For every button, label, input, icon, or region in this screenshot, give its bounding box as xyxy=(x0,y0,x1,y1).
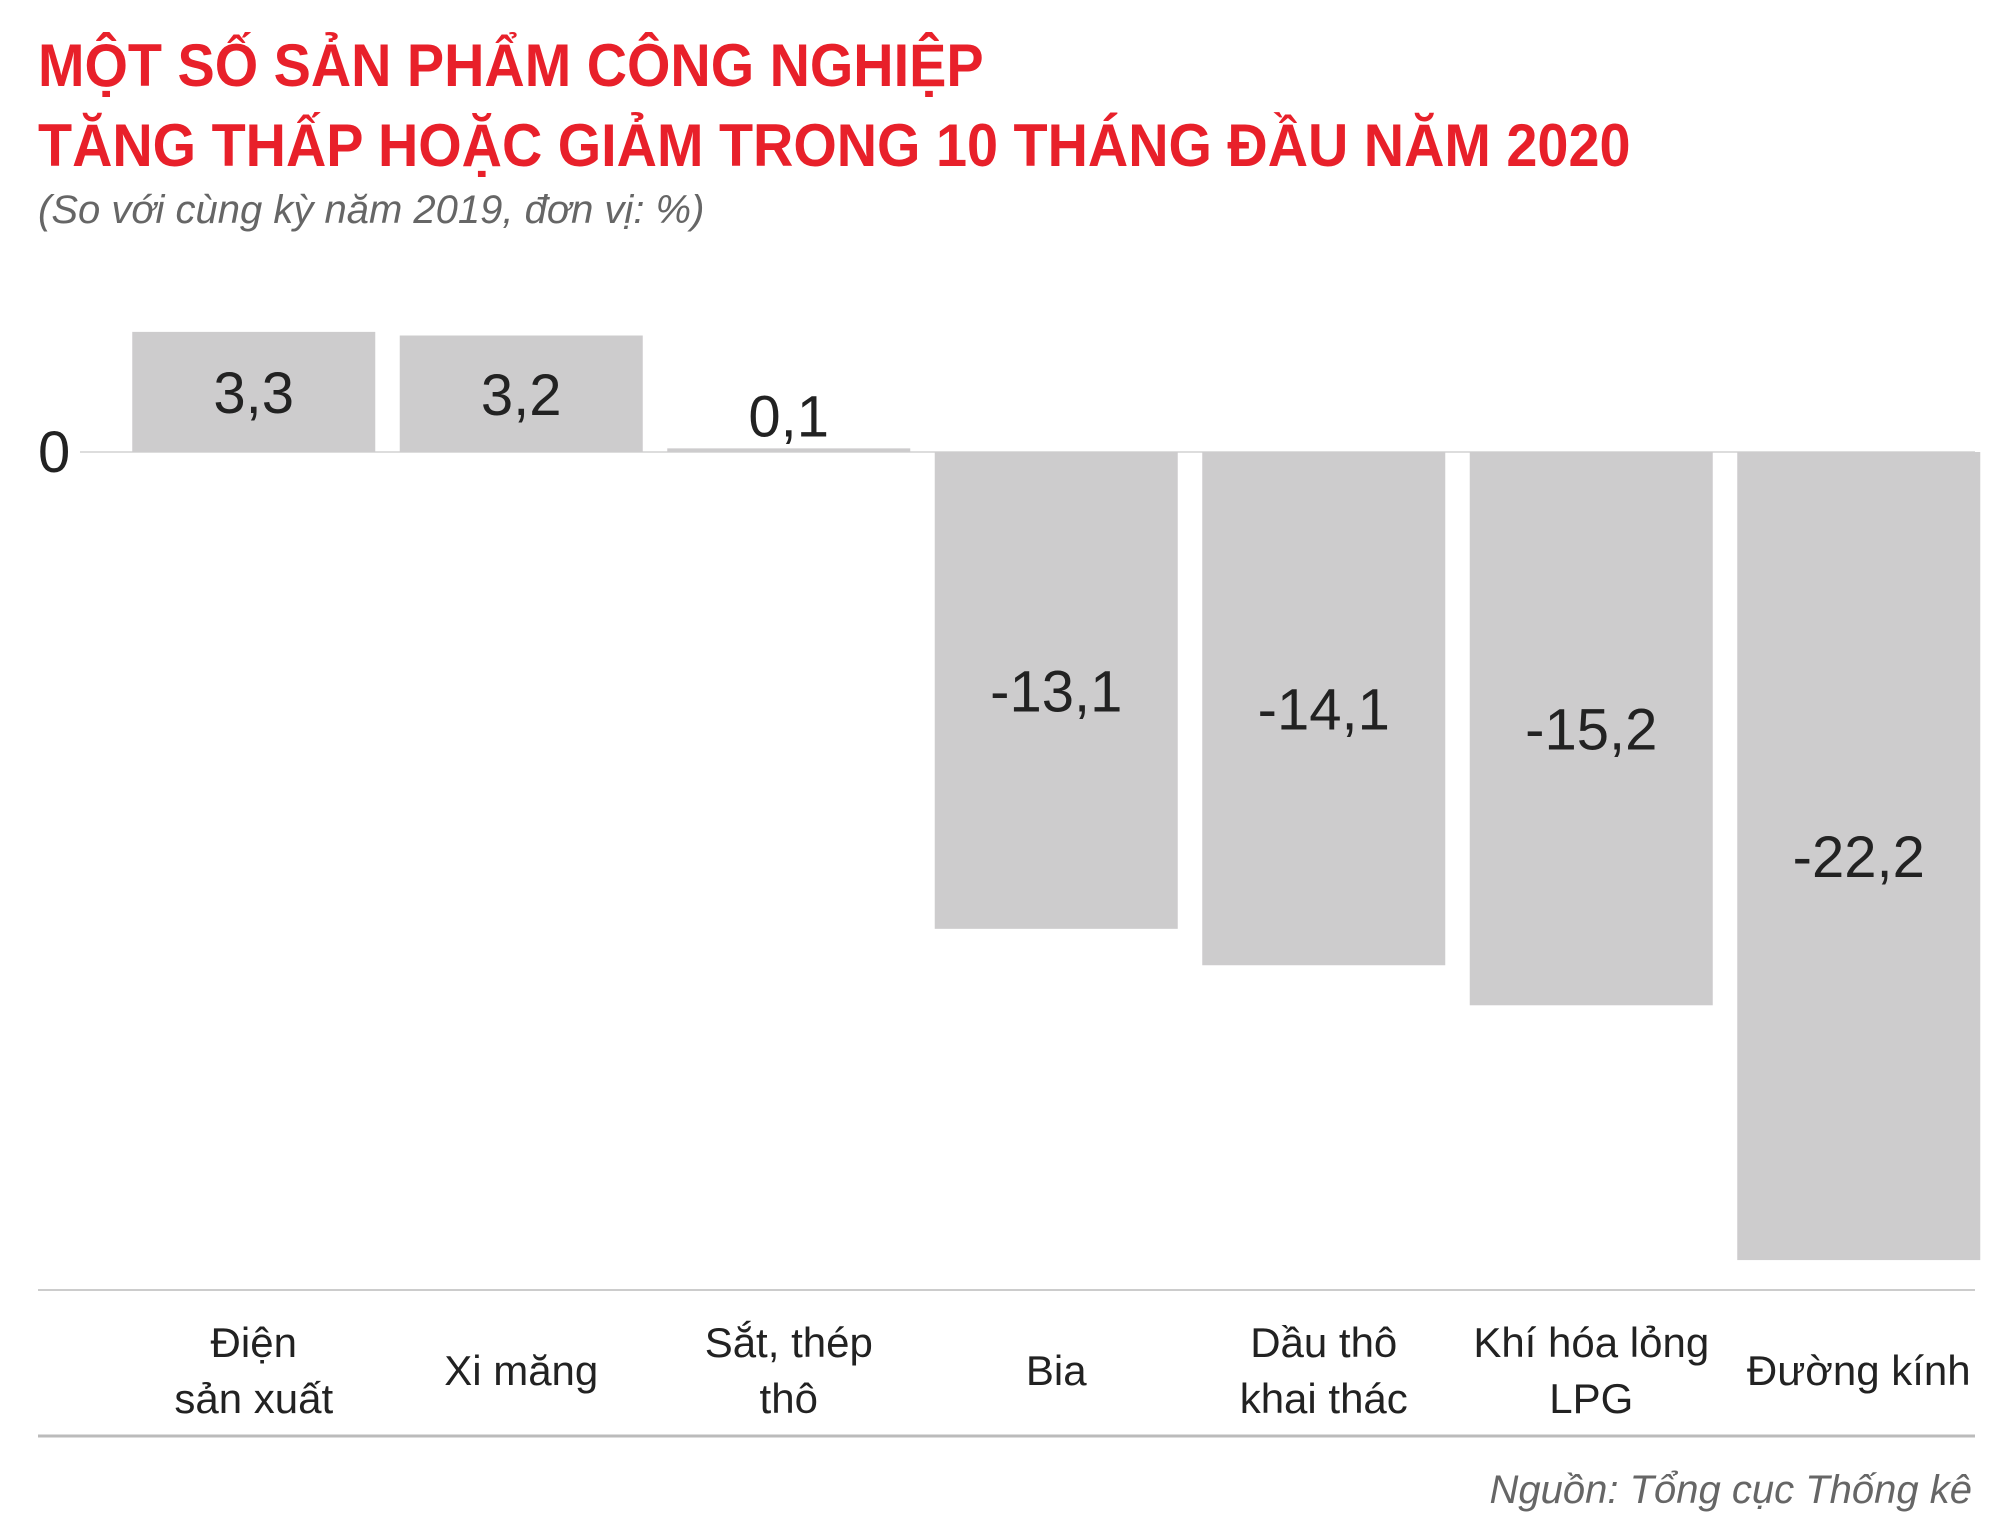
bar-value-label-5: -15,2 xyxy=(1525,698,1657,763)
category-label-2-line-0: Sắt, thép xyxy=(705,1319,873,1366)
y-axis-zero-label: 0 xyxy=(38,420,70,485)
category-label-1: Xi măng xyxy=(444,1347,598,1394)
bar-4 xyxy=(1202,452,1446,966)
chart-title-line-1: MỘT SỐ SẢN PHẨM CÔNG NGHIỆP xyxy=(38,32,984,99)
category-label-3: Bia xyxy=(1026,1347,1087,1394)
bar-value-label-6: -22,2 xyxy=(1793,825,1925,890)
bar-5 xyxy=(1469,452,1713,1006)
source-note: Nguồn: Tổng cục Thống kê xyxy=(1489,1468,1972,1512)
category-label-4-line-1: khai thác xyxy=(1240,1375,1408,1422)
chart-subtitle: (So với cùng kỳ năm 2019, đơn vị: %) xyxy=(38,188,705,232)
chart-title-line-2: TĂNG THẤP HOẶC GIẢM TRONG 10 THÁNG ĐẦU N… xyxy=(38,112,1631,179)
bar-6 xyxy=(1737,452,1981,1261)
bar-value-label-1: 3,2 xyxy=(481,363,562,428)
bar-value-label-3: -13,1 xyxy=(990,659,1122,724)
bar-value-label-0: 3,3 xyxy=(213,361,294,426)
category-label-5-line-0: Khí hóa lỏng xyxy=(1473,1319,1709,1366)
bar-2 xyxy=(667,448,911,452)
category-label-2-line-1: thô xyxy=(760,1375,818,1422)
bar-value-label-4: -14,1 xyxy=(1258,678,1390,743)
bar-1 xyxy=(399,335,643,452)
bar-0 xyxy=(132,331,376,452)
category-label-5-line-1: LPG xyxy=(1549,1375,1633,1422)
bar-3 xyxy=(934,452,1178,929)
category-label-4-line-0: Dầu thô xyxy=(1250,1319,1397,1366)
bar-value-label-2: 0,1 xyxy=(748,384,829,449)
category-label-0-line-1: sản xuất xyxy=(174,1375,333,1422)
category-label-6: Đường kính xyxy=(1747,1347,1971,1394)
category-label-0-line-0: Điện xyxy=(211,1319,297,1366)
